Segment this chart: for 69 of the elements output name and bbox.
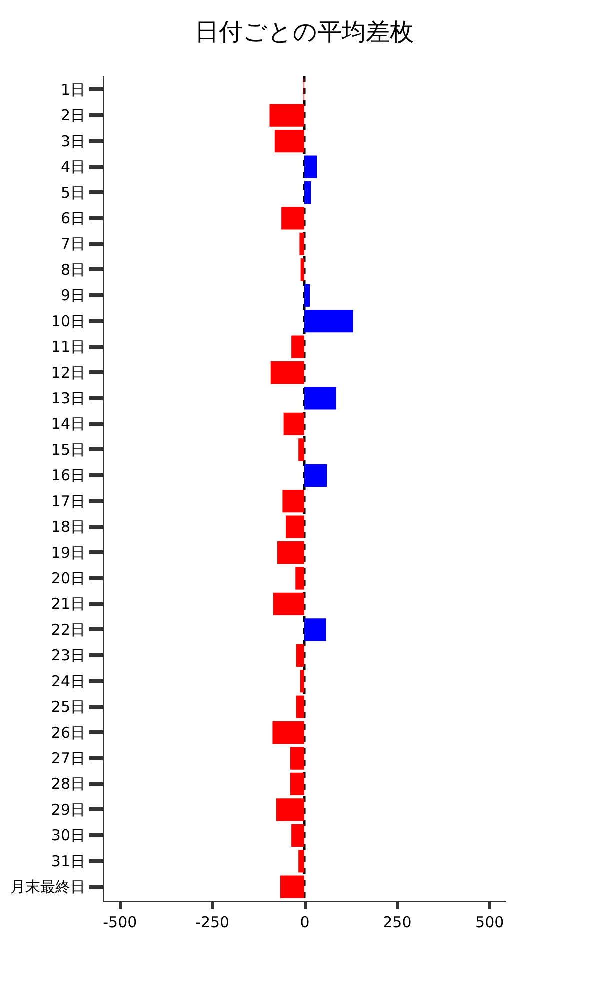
y-tick-label: 17日 bbox=[51, 492, 86, 510]
y-tick-label: 22日 bbox=[51, 620, 86, 639]
y-tick-label: 26日 bbox=[51, 724, 86, 742]
x-tick-label: -250 bbox=[196, 914, 230, 932]
bar bbox=[296, 696, 304, 718]
bar bbox=[304, 156, 318, 178]
y-tick-label: 4日 bbox=[60, 158, 86, 176]
bar bbox=[270, 104, 304, 127]
bar bbox=[280, 876, 304, 898]
bar bbox=[304, 387, 336, 410]
y-tick-label: 1日 bbox=[60, 80, 86, 99]
bar bbox=[282, 207, 304, 230]
y-tick-label: 11日 bbox=[51, 338, 86, 356]
y-tick-label: 28日 bbox=[51, 775, 86, 794]
bar bbox=[273, 592, 304, 616]
y-tick-label: 14日 bbox=[51, 415, 86, 434]
y-tick-label: 月末最終日 bbox=[10, 878, 86, 896]
bar bbox=[284, 412, 304, 436]
y-tick-label: 7日 bbox=[60, 235, 86, 254]
y-tick-label: 23日 bbox=[51, 646, 86, 665]
y-tick-label: 13日 bbox=[51, 389, 86, 408]
y-tick-label: 10日 bbox=[51, 312, 86, 330]
y-tick-label: 15日 bbox=[51, 440, 86, 459]
y-tick-label: 2日 bbox=[60, 106, 86, 125]
chart-title: 日付ごとの平均差枚 bbox=[195, 18, 414, 46]
y-tick-label: 3日 bbox=[60, 132, 86, 150]
y-tick-label: 19日 bbox=[51, 544, 86, 562]
bar bbox=[292, 336, 304, 358]
bar bbox=[298, 850, 304, 873]
bar bbox=[298, 438, 304, 462]
y-tick-label: 25日 bbox=[51, 698, 86, 716]
bar bbox=[296, 644, 304, 667]
y-tick-label: 6日 bbox=[60, 209, 86, 228]
y-tick-label: 18日 bbox=[51, 518, 86, 536]
y-tick-label: 21日 bbox=[51, 595, 86, 614]
bar bbox=[304, 464, 328, 487]
bar bbox=[304, 310, 354, 333]
y-tick-label: 8日 bbox=[60, 260, 86, 279]
bar bbox=[270, 361, 304, 384]
bar bbox=[290, 772, 304, 796]
x-tick-label: 0 bbox=[300, 914, 310, 932]
x-tick-label: -500 bbox=[103, 914, 138, 932]
bar bbox=[290, 747, 304, 770]
bar bbox=[274, 130, 304, 153]
y-tick-label: 16日 bbox=[51, 466, 86, 485]
y-tick-label: 29日 bbox=[51, 800, 86, 819]
bar bbox=[282, 490, 304, 513]
bar bbox=[272, 721, 304, 744]
x-tick-label: 500 bbox=[476, 914, 504, 932]
bar bbox=[304, 618, 326, 642]
x-tick-label: 250 bbox=[383, 914, 412, 932]
y-tick-label: 20日 bbox=[51, 570, 86, 588]
y-tick-label: 12日 bbox=[51, 364, 86, 382]
bar bbox=[304, 181, 312, 204]
y-tick-label: 24日 bbox=[51, 672, 86, 690]
y-tick-label: 5日 bbox=[60, 184, 86, 202]
y-tick-label: 27日 bbox=[51, 750, 86, 768]
bar bbox=[286, 516, 304, 538]
bar bbox=[300, 670, 304, 693]
bar bbox=[300, 258, 304, 282]
bar bbox=[292, 824, 304, 847]
y-tick-label: 30日 bbox=[51, 826, 86, 845]
bar bbox=[278, 541, 304, 564]
bar bbox=[300, 232, 304, 256]
bar bbox=[304, 284, 310, 307]
y-tick-label: 9日 bbox=[60, 286, 86, 305]
bar bbox=[276, 798, 304, 822]
bar bbox=[296, 567, 304, 590]
y-tick-label: 31日 bbox=[51, 852, 86, 870]
